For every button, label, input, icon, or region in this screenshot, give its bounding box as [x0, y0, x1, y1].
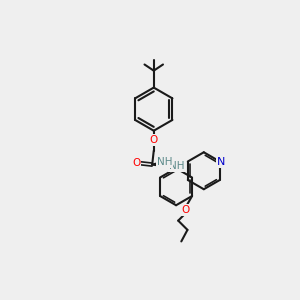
Text: NH: NH [157, 157, 172, 167]
Text: O: O [132, 158, 140, 168]
Text: NH: NH [169, 161, 185, 171]
Text: O: O [150, 135, 158, 145]
Text: N: N [217, 157, 226, 166]
Text: O: O [182, 205, 190, 215]
